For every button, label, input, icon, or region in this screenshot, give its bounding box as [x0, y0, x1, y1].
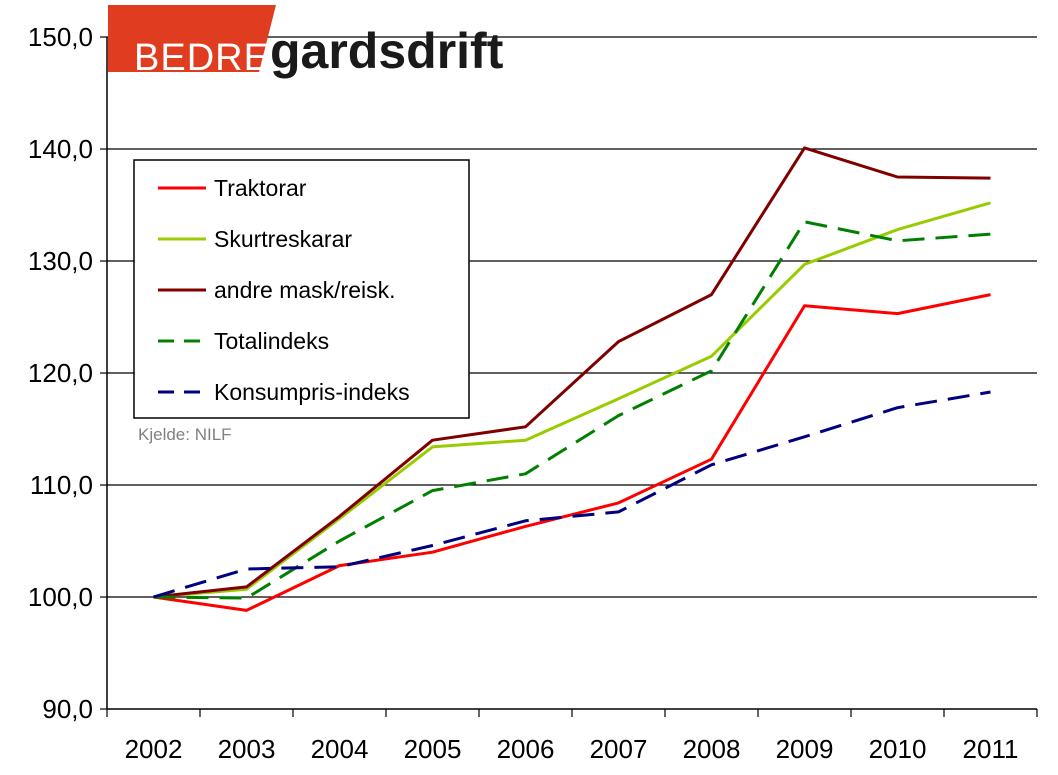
y-tick-label: 120,0	[28, 358, 93, 388]
x-tick-labels: 2002 2003 2004 2005 2006 2007 2008 2009 2010 2011	[125, 734, 1019, 764]
x-tick-label: 2004	[311, 734, 369, 764]
logo-gardsdrift-text: gardsdrift	[270, 23, 504, 79]
logo-red-banner	[108, 5, 276, 72]
x-tick-label: 2008	[683, 734, 741, 764]
axes	[100, 36, 1038, 717]
x-tick-label: 2009	[776, 734, 834, 764]
series-line-konsumpris-indeks	[153, 390, 991, 599]
legend-label: Traktorar	[214, 175, 307, 201]
y-tick-label: 140,0	[28, 134, 93, 164]
y-tick-label: 130,0	[28, 246, 93, 276]
series-line-skurtreskarar	[153, 201, 991, 599]
y-tick-label: 110,0	[30, 470, 93, 500]
y-tick-label: 90,0	[42, 694, 93, 724]
x-tick-label: 2003	[218, 734, 276, 764]
y-tick-label: 100,0	[28, 582, 93, 612]
series-line-andre-mask-reisk	[153, 146, 991, 599]
series-line-totalindeks	[153, 220, 991, 600]
logo-bedre-text: BEDRE	[134, 37, 270, 79]
legend-label: Skurtreskarar	[214, 226, 352, 252]
x-tick-label: 2011	[963, 734, 1019, 764]
x-tick-label: 2002	[125, 734, 183, 764]
x-tick-label: 2010	[869, 734, 927, 764]
series-line-traktorar	[153, 293, 991, 612]
source-note: Kjelde: NILF	[138, 425, 232, 444]
x-tick-label: 2005	[404, 734, 462, 764]
y-tick-label: 150,0	[28, 22, 93, 52]
legend-label: andre mask/reisk.	[214, 277, 396, 303]
y-tick-labels: 90,0 100,0 110,0 120,0 130,0 140,0 150,0	[28, 22, 93, 724]
legend: Traktorar Skurtreskarar andre mask/reisk. T…	[133, 159, 470, 419]
legend-label: Konsumpris-indeks	[214, 379, 410, 405]
legend-label: Totalindeks	[214, 328, 329, 354]
series-lines	[153, 146, 991, 612]
x-tick-label: 2006	[497, 734, 555, 764]
bedre-gardsdrift-logo: BEDRE gardsdrift	[108, 5, 504, 79]
x-tick-label: 2007	[590, 734, 648, 764]
